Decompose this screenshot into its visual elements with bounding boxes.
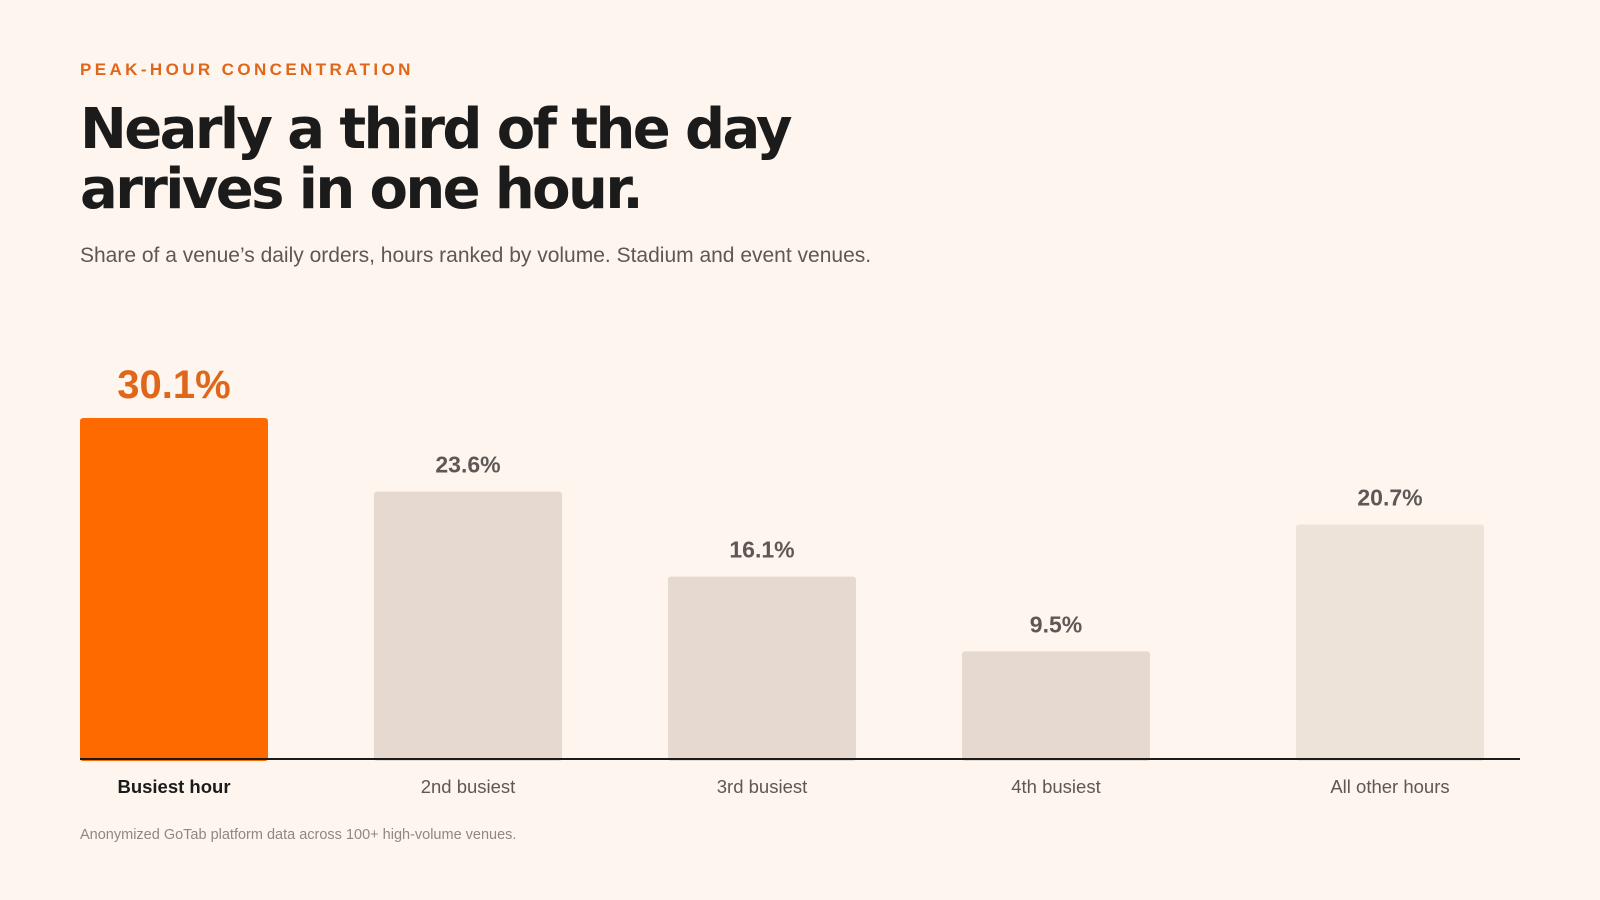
- source-footnote: Anonymized GoTab platform data across 10…: [80, 827, 517, 843]
- category-label-2nd-busiest: 2nd busiest: [421, 776, 516, 797]
- value-label-busiest-hour: 30.1%: [117, 363, 230, 407]
- headline-line-2: arrives in one hour.: [80, 157, 644, 222]
- headline-line-1: Nearly a third of the day: [80, 97, 792, 162]
- category-label-4th-busiest: 4th busiest: [1011, 776, 1100, 797]
- value-label-2nd-busiest: 23.6%: [435, 452, 500, 478]
- headline: Nearly a third of the day arrives in one…: [80, 100, 980, 220]
- bar-4th-busiest: [962, 651, 1150, 761]
- value-label-all-other-hours: 20.7%: [1357, 484, 1422, 510]
- bar-3rd-busiest: [668, 576, 856, 761]
- bars-group: [80, 418, 1484, 761]
- bar-busiest-hour: [80, 418, 268, 761]
- bar-all-other-hours: [1296, 524, 1484, 761]
- value-labels-group: 30.1% 23.6% 16.1% 9.5% 20.7%: [117, 363, 1422, 637]
- chart-subtitle: Share of a venue’s daily orders, hours r…: [80, 244, 872, 267]
- category-label-all-other-hours: All other hours: [1330, 776, 1449, 797]
- bar-2nd-busiest: [374, 491, 562, 761]
- value-label-4th-busiest: 9.5%: [1030, 611, 1082, 637]
- eyebrow-label: PEAK-HOUR CONCENTRATION: [80, 60, 414, 79]
- category-labels-group: Busiest hour 2nd busiest 3rd busiest 4th bu…: [117, 776, 1449, 797]
- category-label-busiest-hour: Busiest hour: [117, 776, 230, 797]
- value-label-3rd-busiest: 16.1%: [729, 537, 794, 563]
- category-label-3rd-busiest: 3rd busiest: [717, 776, 808, 797]
